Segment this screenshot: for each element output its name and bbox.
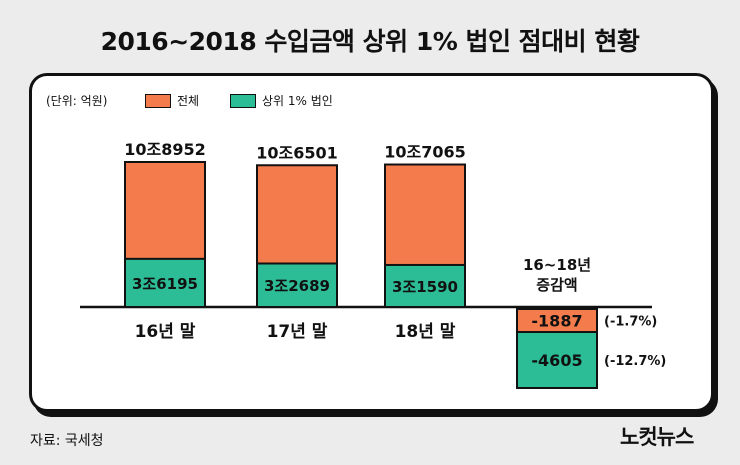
- legend-swatch-total: [145, 93, 171, 108]
- bar-top1-2: [384, 263, 466, 309]
- data-label-top1-2: 3조1590: [392, 278, 458, 296]
- change-value-0: -1887: [531, 312, 582, 331]
- chart-title: 2016~2018 수입금액 상위 1% 법인 점대비 현황: [100, 27, 640, 56]
- legend-item-top1: 상위 1% 법인: [230, 92, 333, 109]
- bar-top1-1: [256, 262, 338, 309]
- source-note: 자료: 국세청: [30, 433, 104, 449]
- data-label-total-1: 10조6501: [256, 143, 338, 162]
- change-pct-1: (-12.7%): [604, 354, 666, 369]
- data-label-total-2: 10조7065: [384, 143, 466, 162]
- unit-label: (단위: 억원): [46, 94, 108, 108]
- data-label-total-0: 10조8952: [124, 140, 206, 159]
- publisher-logo: 노컷뉴스: [620, 425, 694, 449]
- bar-top1-0: [124, 257, 206, 308]
- legend-label-total: 전체: [177, 94, 200, 108]
- data-label-top1-0: 3조6195: [132, 275, 198, 293]
- category-label-2: 18년 말: [395, 321, 456, 342]
- legend-item-total: 전체: [145, 92, 199, 109]
- category-label-0: 16년 말: [135, 321, 196, 342]
- change-label-line1: 16~18년: [523, 256, 591, 274]
- category-label-1: 17년 말: [267, 321, 328, 342]
- change-bar-1: [516, 331, 598, 389]
- change-label-line2: 증감액: [536, 276, 577, 294]
- change-pct-0: (-1.7%): [604, 315, 657, 330]
- change-value-1: -4605: [531, 351, 582, 370]
- legend-swatch-top1: [230, 93, 256, 108]
- legend-label-top1: 상위 1% 법인: [262, 94, 333, 108]
- data-label-top1-1: 3조2689: [264, 277, 330, 295]
